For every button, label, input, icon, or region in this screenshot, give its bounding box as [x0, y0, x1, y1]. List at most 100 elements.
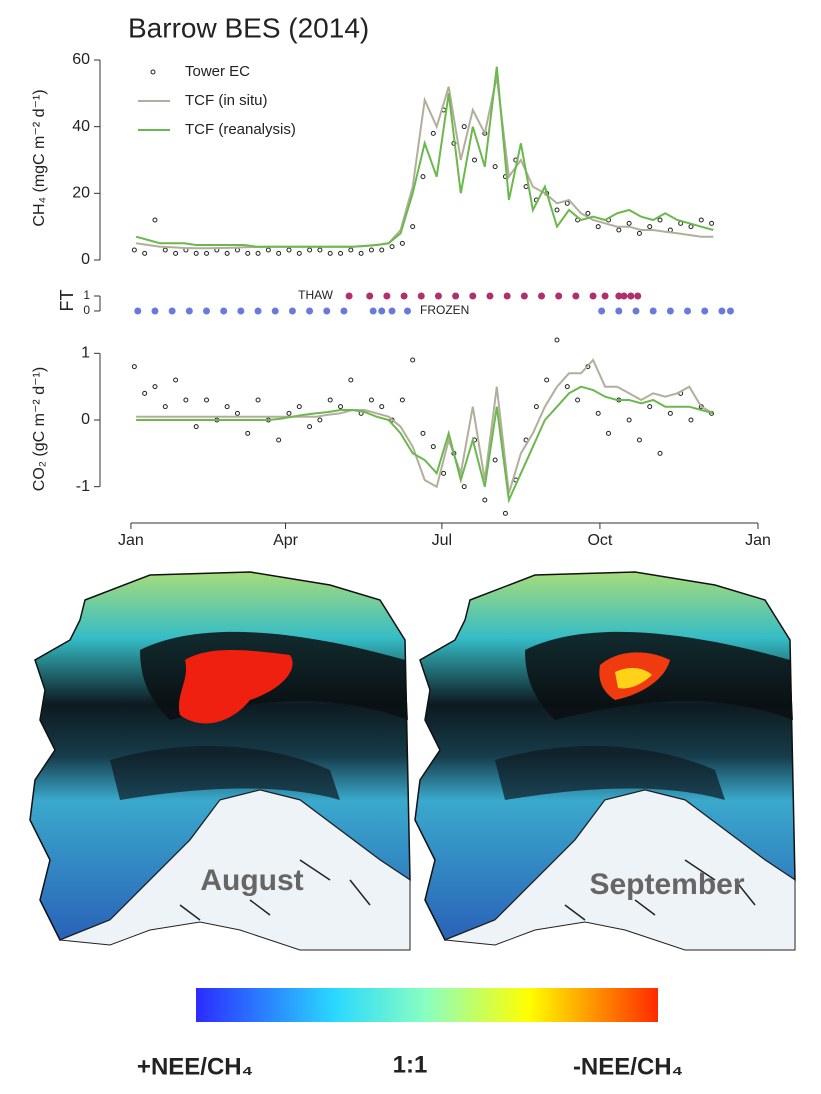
data-point [492, 164, 498, 170]
data-point [224, 404, 230, 410]
data-point [555, 292, 563, 300]
x-tick-label: Oct [587, 532, 612, 549]
data-point [288, 307, 296, 315]
data-point [636, 230, 642, 236]
data-point [317, 247, 323, 253]
data-point [255, 397, 261, 403]
data-point [142, 250, 148, 256]
series-label: FROZEN [420, 303, 469, 317]
data-point [306, 307, 314, 315]
data-point [234, 410, 240, 416]
data-point [399, 397, 405, 403]
data-point [168, 307, 176, 315]
x-tick-label: Apr [273, 532, 299, 549]
data-point [286, 410, 292, 416]
data-point [237, 307, 245, 315]
data-point [589, 292, 597, 300]
data-point [296, 250, 302, 256]
series-line [135, 76, 714, 250]
data-point [634, 292, 642, 300]
y-tick-label: 1 [81, 345, 90, 362]
data-point [595, 410, 601, 416]
data-point [564, 200, 570, 206]
x-tick-label: Jan [118, 532, 144, 549]
data-point [345, 292, 353, 300]
data-point [430, 130, 436, 136]
data-point [410, 357, 416, 363]
data-point [276, 437, 282, 443]
y-tick-label: 1 [83, 288, 90, 302]
y-tick-label: 40 [72, 118, 90, 135]
data-point [688, 417, 694, 423]
data-point [430, 444, 436, 450]
data-point [265, 247, 271, 253]
data-point [636, 437, 642, 443]
legend-label: TCF (reanalysis) [185, 121, 296, 138]
data-point [533, 404, 539, 410]
data-point [520, 292, 528, 300]
data-point [461, 124, 467, 130]
data-point [472, 157, 478, 163]
map-label: September [589, 868, 744, 901]
data-point [286, 247, 292, 253]
series-label: THAW [298, 288, 334, 302]
data-point [698, 217, 704, 223]
data-point [626, 417, 632, 423]
data-point [348, 247, 354, 253]
data-point [224, 250, 230, 256]
data-point [615, 307, 623, 315]
data-point [452, 292, 460, 300]
data-point [254, 307, 262, 315]
data-point [379, 247, 385, 253]
data-point [388, 307, 396, 315]
data-point [338, 404, 344, 410]
data-point [420, 174, 426, 180]
data-point [296, 404, 302, 410]
y-axis-label: CH₄ (mgC m⁻² d⁻¹) [31, 89, 48, 226]
data-point [595, 224, 601, 230]
data-point [245, 250, 251, 256]
legend-label: TCF (in situ) [185, 92, 268, 109]
data-point [666, 307, 674, 315]
data-point [564, 384, 570, 390]
data-point [434, 292, 442, 300]
data-point [307, 424, 313, 430]
data-point [598, 307, 606, 315]
colorbar [196, 988, 658, 1022]
data-point [193, 250, 199, 256]
legend-marker [150, 69, 156, 75]
data-point [572, 292, 580, 300]
data-point [173, 377, 179, 383]
data-point [486, 292, 494, 300]
data-point [142, 390, 148, 396]
data-point [185, 307, 193, 315]
data-point [307, 247, 313, 253]
data-point [649, 307, 657, 315]
data-point [627, 292, 635, 300]
map-hotspot [178, 650, 293, 724]
data-point [469, 292, 477, 300]
y-axis-label: CO₂ (gC m⁻² d⁻¹) [31, 367, 48, 491]
data-point [323, 307, 331, 315]
data-point [245, 430, 251, 436]
data-point [151, 307, 159, 315]
x-tick-label: Jul [432, 532, 452, 549]
data-point [276, 250, 282, 256]
data-point [575, 397, 581, 403]
y-axis-label: FT [57, 290, 77, 312]
data-point [389, 244, 395, 250]
data-point [131, 364, 137, 370]
data-point [193, 424, 199, 430]
data-point [220, 307, 228, 315]
y-tick-label: 0 [81, 411, 90, 428]
y-tick-label: 60 [72, 51, 90, 68]
data-point [368, 397, 374, 403]
data-point [338, 250, 344, 256]
data-point [369, 307, 377, 315]
data-point [358, 250, 364, 256]
data-point [420, 430, 426, 436]
figure-title: Barrow BES (2014) [128, 12, 369, 43]
data-point [378, 307, 386, 315]
data-point [718, 307, 726, 315]
series-line [135, 66, 714, 248]
